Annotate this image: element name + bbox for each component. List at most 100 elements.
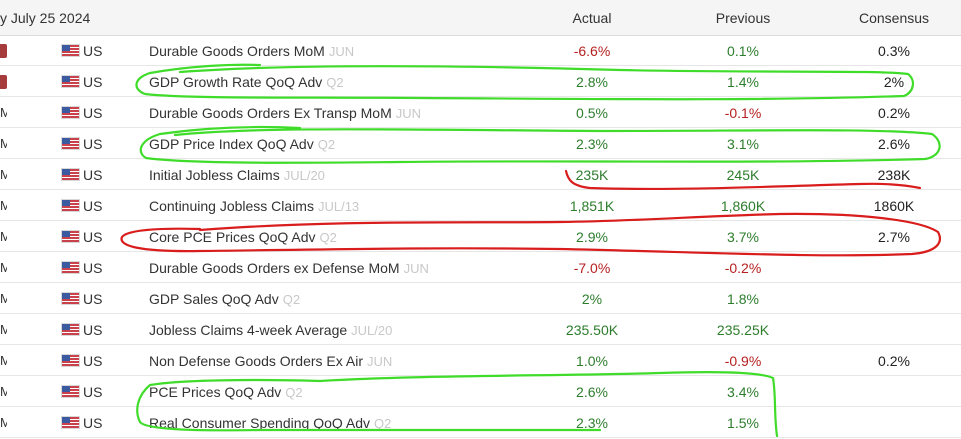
event-name-link[interactable]: Real Consumer Spending QoQ Adv Q2 — [149, 408, 391, 439]
previous-value: 0.1% — [727, 43, 759, 59]
event-name[interactable]: Jobless Claims 4-week Average — [149, 322, 348, 338]
previous-column-header[interactable]: Previous — [715, 10, 771, 26]
event-name[interactable]: GDP Price Index QoQ Adv — [149, 136, 314, 152]
event-name-link[interactable]: PCE Prices QoQ Adv Q2 — [149, 377, 303, 408]
table-row[interactable]: M US Initial Jobless Claims JUL/20 235K 245K 2… — [0, 160, 961, 190]
event-name-link[interactable]: Durable Goods Orders MoM JUN — [149, 36, 354, 67]
previous-value: 3.7% — [727, 229, 759, 245]
actual-value: 2.6% — [576, 384, 608, 400]
actual-value: 0.5% — [576, 105, 608, 121]
actual-value: 2.9% — [576, 229, 608, 245]
event-name-link[interactable]: Continuing Jobless Claims JUL/13 — [149, 191, 359, 222]
actual-value: 2.8% — [576, 74, 608, 90]
event-name-link[interactable]: Jobless Claims 4-week Average JUL/20 — [149, 315, 392, 346]
event-name-link[interactable]: Initial Jobless Claims JUL/20 — [149, 160, 325, 191]
previous-value: 235.25K — [716, 322, 770, 338]
reference-period: JUN — [403, 261, 429, 276]
event-name-link[interactable]: Durable Goods Orders Ex Transp MoM JUN — [149, 98, 421, 129]
us-flag-icon — [62, 262, 79, 273]
importance-badge — [0, 44, 7, 58]
event-name[interactable]: Durable Goods Orders Ex Transp MoM — [149, 105, 392, 121]
event-name-link[interactable]: GDP Growth Rate QoQ Adv Q2 — [149, 67, 344, 98]
previous-value: 3.1% — [727, 136, 759, 152]
consensus-value: 2.6% — [878, 136, 910, 152]
table-row[interactable]: US Durable Goods Orders MoM JUN -6.6% 0.1% 0.… — [0, 36, 961, 66]
us-flag-icon — [62, 200, 79, 211]
us-flag-icon — [62, 355, 79, 366]
consensus-value: 0.2% — [878, 105, 910, 121]
previous-value: 3.4% — [727, 384, 759, 400]
actual-value: 2.3% — [576, 136, 608, 152]
country-code: US — [83, 198, 103, 214]
event-name[interactable]: Real Consumer Spending QoQ Adv — [149, 415, 371, 431]
previous-value: -0.1% — [724, 105, 762, 121]
event-name-link[interactable]: GDP Sales QoQ Adv Q2 — [149, 284, 300, 315]
event-time: M — [0, 353, 7, 368]
table-row[interactable]: M US Core PCE Prices QoQ Adv Q2 2.9% 3.7% 2.7% — [0, 222, 961, 252]
event-time: M — [0, 260, 7, 275]
country-code: US — [83, 353, 103, 369]
actual-value: 235.50K — [565, 322, 619, 338]
actual-value: 235K — [575, 167, 609, 183]
actual-value: -6.6% — [573, 43, 611, 59]
event-time: M — [0, 136, 7, 151]
us-flag-icon — [62, 107, 79, 118]
table-row[interactable]: M US GDP Price Index QoQ Adv Q2 2.3% 3.1% 2.6% — [0, 129, 961, 159]
event-time: M — [0, 167, 7, 182]
event-name[interactable]: Non Defense Goods Orders Ex Air — [149, 353, 363, 369]
us-flag-icon — [62, 324, 79, 335]
reference-period: JUN — [328, 44, 355, 59]
event-name-link[interactable]: Non Defense Goods Orders Ex Air JUN — [149, 346, 392, 377]
event-name[interactable]: Core PCE Prices QoQ Adv — [149, 229, 316, 245]
actual-value: 1.0% — [576, 353, 608, 369]
reference-period: Q2 — [326, 75, 344, 90]
event-name-link[interactable]: GDP Price Index QoQ Adv Q2 — [149, 129, 335, 160]
previous-value: 1.5% — [727, 415, 759, 431]
table-row[interactable]: M US Durable Goods Orders Ex Transp MoM JUN… — [0, 98, 961, 128]
table-row[interactable]: M US Continuing Jobless Claims JUL/13 1,851K… — [0, 191, 961, 221]
table-row[interactable]: M US Jobless Claims 4-week Average JUL/20 23… — [0, 315, 961, 345]
table-row[interactable]: US GDP Growth Rate QoQ Adv Q2 2.8% 1.4% 2% — [0, 67, 961, 97]
us-flag-icon — [62, 76, 79, 87]
event-name[interactable]: Durable Goods Orders MoM — [149, 43, 325, 59]
table-row[interactable]: M US PCE Prices QoQ Adv Q2 2.6% 3.4% — [0, 377, 961, 407]
us-flag-icon — [62, 231, 79, 242]
event-name-link[interactable]: Durable Goods Orders ex Defense MoM JUN — [149, 253, 429, 284]
reference-period: Q2 — [285, 385, 303, 400]
consensus-column-header[interactable]: Consensus — [858, 10, 930, 26]
event-name[interactable]: PCE Prices QoQ Adv — [149, 384, 282, 400]
previous-value: 1.8% — [727, 291, 759, 307]
event-time: M — [0, 198, 7, 213]
country-code: US — [83, 384, 103, 400]
us-flag-icon — [62, 138, 79, 149]
importance-badge — [0, 75, 7, 89]
reference-period: Q2 — [282, 292, 301, 307]
date-heading: y July 25 2024 — [0, 10, 91, 26]
consensus-value: 238K — [877, 167, 911, 183]
event-name[interactable]: Initial Jobless Claims — [149, 167, 280, 183]
table-row[interactable]: M US Non Defense Goods Orders Ex Air JUN 1.0… — [0, 346, 961, 376]
actual-value: -7.0% — [573, 260, 611, 276]
us-flag-icon — [62, 293, 79, 304]
us-flag-icon — [62, 45, 79, 56]
consensus-value: 0.3% — [878, 43, 910, 59]
previous-value: 245K — [726, 167, 760, 183]
table-row[interactable]: M US GDP Sales QoQ Adv Q2 2% 1.8% — [0, 284, 961, 314]
country-code: US — [83, 415, 103, 431]
actual-value: 1,851K — [569, 198, 615, 214]
country-code: US — [83, 43, 103, 59]
reference-period: Q2 — [374, 416, 392, 431]
event-name[interactable]: Durable Goods Orders ex Defense MoM — [149, 260, 400, 276]
event-name[interactable]: Continuing Jobless Claims — [149, 198, 314, 214]
reference-period: JUL/20 — [283, 168, 325, 183]
actual-column-header[interactable]: Actual — [572, 10, 612, 26]
table-row[interactable]: M US Real Consumer Spending QoQ Adv Q2 2.3% 1… — [0, 408, 961, 438]
event-name-link[interactable]: Core PCE Prices QoQ Adv Q2 — [149, 222, 337, 253]
us-flag-icon — [62, 169, 79, 180]
table-row[interactable]: M US Durable Goods Orders ex Defense MoM JU… — [0, 253, 961, 283]
event-time: M — [0, 322, 7, 337]
country-code: US — [83, 105, 103, 121]
event-name[interactable]: GDP Growth Rate QoQ Adv — [149, 74, 323, 90]
event-name[interactable]: GDP Sales QoQ Adv — [149, 291, 279, 307]
reference-period: JUL/13 — [317, 199, 360, 214]
